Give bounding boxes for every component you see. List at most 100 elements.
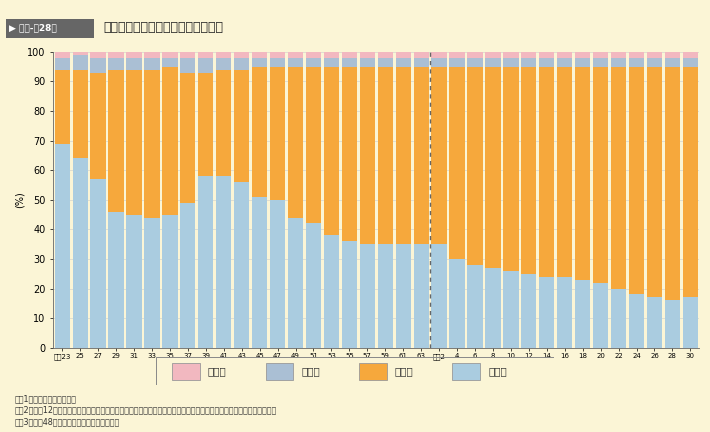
Bar	[557, 52, 572, 58]
Bar	[432, 58, 447, 67]
Bar	[342, 241, 357, 348]
Bar	[216, 52, 231, 58]
Bar	[306, 58, 321, 67]
Bar	[575, 58, 590, 67]
Bar	[306, 52, 321, 58]
Bar	[449, 67, 464, 259]
Bar	[198, 176, 214, 348]
Bar	[539, 277, 555, 348]
Bar	[593, 52, 608, 58]
Bar	[163, 58, 178, 67]
Bar	[557, 58, 572, 67]
Bar	[252, 197, 267, 348]
Bar	[449, 259, 464, 348]
Bar	[503, 52, 518, 58]
Bar	[557, 277, 572, 348]
Text: 車種別自動車保有台数構成率の推移: 車種別自動車保有台数構成率の推移	[103, 21, 223, 34]
Bar	[234, 58, 249, 70]
Bar	[539, 67, 555, 277]
Bar	[647, 52, 662, 58]
Bar	[486, 58, 501, 67]
Bar	[467, 67, 483, 265]
Bar	[593, 67, 608, 283]
Bar	[629, 295, 644, 348]
Bar	[539, 52, 555, 58]
Bar	[270, 58, 285, 67]
Bar	[324, 58, 339, 67]
Bar	[629, 52, 644, 58]
Bar	[360, 58, 375, 67]
Bar	[665, 52, 680, 58]
Bar	[378, 244, 393, 348]
Bar	[288, 58, 303, 67]
Bar	[90, 73, 106, 179]
Bar	[288, 218, 303, 348]
Bar	[342, 67, 357, 241]
Bar	[324, 52, 339, 58]
Bar	[486, 268, 501, 348]
Bar	[395, 52, 411, 58]
Bar	[449, 58, 464, 67]
Bar	[629, 67, 644, 295]
Bar	[216, 176, 231, 348]
FancyBboxPatch shape	[266, 363, 293, 380]
Bar	[467, 265, 483, 348]
Bar	[90, 179, 106, 348]
Bar	[647, 58, 662, 67]
Bar	[575, 52, 590, 58]
Bar	[144, 52, 160, 58]
Bar	[109, 58, 124, 70]
Bar	[432, 52, 447, 58]
Bar	[503, 58, 518, 67]
Bar	[234, 70, 249, 182]
Bar	[55, 58, 70, 70]
Bar	[611, 58, 626, 67]
Bar	[593, 58, 608, 67]
Bar	[611, 52, 626, 58]
Bar	[557, 67, 572, 277]
Bar	[432, 244, 447, 348]
Bar	[575, 67, 590, 280]
Bar	[90, 58, 106, 73]
Bar	[611, 67, 626, 289]
Bar	[252, 52, 267, 58]
Bar	[486, 67, 501, 268]
Bar	[683, 298, 698, 348]
Bar	[395, 58, 411, 67]
Bar	[126, 52, 141, 58]
Bar	[180, 52, 195, 58]
Bar	[288, 52, 303, 58]
Bar	[647, 67, 662, 298]
Bar	[216, 70, 231, 176]
Bar	[163, 52, 178, 58]
Bar	[306, 67, 321, 223]
Bar	[521, 58, 537, 67]
Bar	[665, 300, 680, 348]
Bar	[324, 235, 339, 348]
Bar	[55, 70, 70, 143]
Bar	[109, 212, 124, 348]
Bar	[55, 52, 70, 58]
Bar	[503, 67, 518, 271]
Bar	[683, 58, 698, 67]
Bar	[324, 67, 339, 235]
Bar	[126, 215, 141, 348]
Bar	[575, 280, 590, 348]
FancyBboxPatch shape	[359, 363, 387, 380]
Bar	[413, 67, 429, 244]
Bar	[72, 52, 88, 55]
Bar	[252, 67, 267, 197]
Bar	[288, 67, 303, 218]
Bar	[216, 58, 231, 70]
FancyBboxPatch shape	[6, 19, 94, 38]
Bar	[360, 67, 375, 244]
Bar	[198, 73, 214, 176]
Bar	[180, 58, 195, 73]
Bar	[72, 70, 88, 159]
Bar	[234, 182, 249, 348]
Bar	[163, 67, 178, 215]
Bar	[629, 58, 644, 67]
Bar	[126, 70, 141, 215]
FancyBboxPatch shape	[172, 363, 200, 380]
Bar	[432, 67, 447, 244]
